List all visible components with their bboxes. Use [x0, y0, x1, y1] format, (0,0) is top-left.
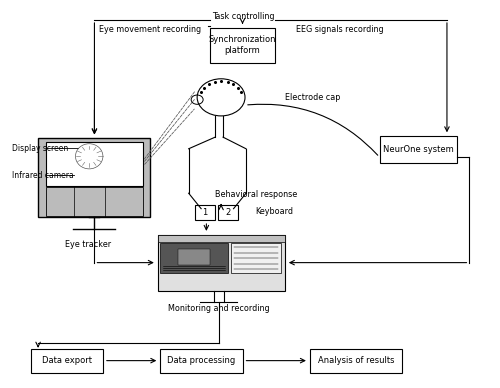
Text: Infrared camera: Infrared camera	[12, 171, 74, 180]
FancyBboxPatch shape	[195, 205, 215, 220]
Text: Data processing: Data processing	[168, 356, 235, 365]
FancyBboxPatch shape	[158, 235, 285, 242]
Text: Monitoring and recording: Monitoring and recording	[168, 303, 270, 313]
Text: EEG signals recording: EEG signals recording	[296, 25, 384, 34]
FancyBboxPatch shape	[46, 142, 143, 186]
Text: Synchronization
platform: Synchronization platform	[209, 35, 276, 55]
FancyBboxPatch shape	[158, 235, 285, 291]
Text: Behavioral response: Behavioral response	[215, 189, 298, 199]
FancyBboxPatch shape	[160, 349, 242, 372]
Text: Eye movement recording: Eye movement recording	[99, 25, 202, 34]
FancyBboxPatch shape	[160, 243, 228, 273]
Text: Display screen: Display screen	[12, 144, 68, 153]
Text: Eye tracker: Eye tracker	[65, 240, 111, 249]
Text: Data export: Data export	[42, 356, 92, 365]
FancyBboxPatch shape	[380, 136, 457, 163]
Text: NeurOne system: NeurOne system	[383, 145, 454, 154]
Text: 2: 2	[225, 208, 230, 217]
FancyBboxPatch shape	[231, 243, 281, 273]
FancyBboxPatch shape	[46, 187, 143, 217]
FancyBboxPatch shape	[30, 349, 103, 372]
FancyBboxPatch shape	[178, 249, 210, 265]
Text: Electrode cap: Electrode cap	[285, 93, 341, 102]
FancyBboxPatch shape	[210, 28, 275, 62]
FancyBboxPatch shape	[310, 349, 402, 372]
FancyBboxPatch shape	[218, 205, 238, 220]
Text: Task controlling: Task controlling	[212, 12, 275, 21]
Text: Keyboard: Keyboard	[255, 207, 293, 216]
FancyBboxPatch shape	[38, 138, 150, 217]
Text: 1: 1	[202, 208, 208, 217]
Text: Analysis of results: Analysis of results	[318, 356, 394, 365]
